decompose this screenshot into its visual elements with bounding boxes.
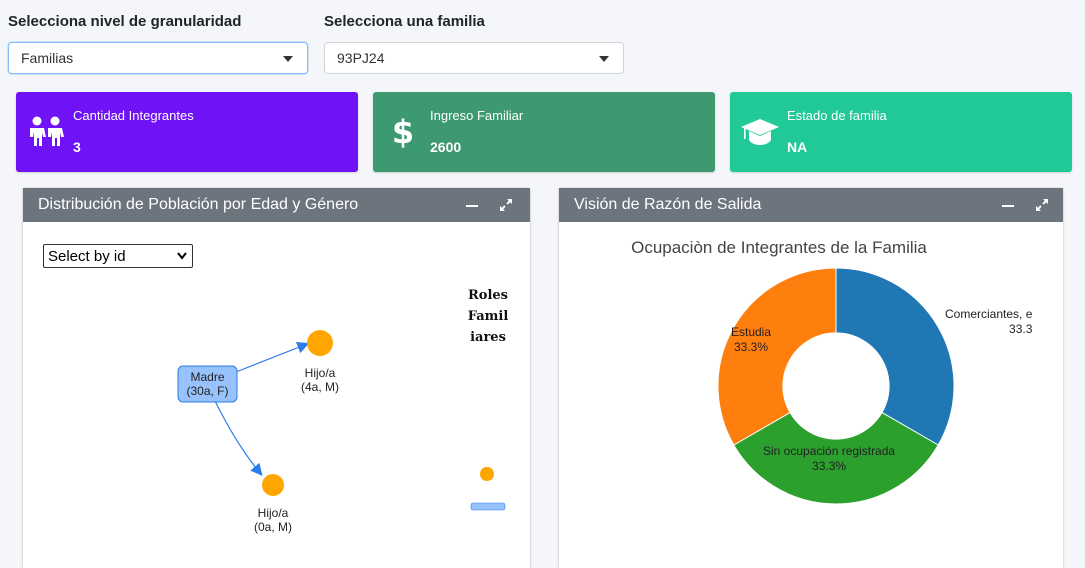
granularity-select-value: Familias — [21, 50, 74, 66]
node-label-line: (4a, M) — [300, 380, 339, 394]
donut-slice-1[interactable] — [733, 411, 939, 505]
info-box-status: Estado de familia NA — [730, 92, 1072, 172]
slice-label-name: Estudia — [731, 325, 772, 339]
pie-area: Ocupaciòn de Integrantes de la Familia C… — [559, 222, 1063, 568]
minimize-icon[interactable] — [1000, 197, 1016, 213]
granularity-label: Selecciona nivel de granularidad — [8, 13, 242, 30]
family-label: Selecciona una familia — [324, 13, 485, 30]
chevron-down-icon — [599, 56, 609, 62]
slice-label-estudia: Estudia 33.3% — [731, 325, 771, 355]
info-box-title: Ingreso Familiar — [430, 108, 524, 123]
info-box-value: 3 — [73, 139, 81, 155]
info-box-members: Cantidad Integrantes 3 — [16, 92, 358, 172]
edge-madre-hijo1 — [235, 341, 310, 373]
slice-label-comerciantes: Comerciantes, e 33.3 — [945, 307, 1032, 337]
network-area: Select by id Madre (30a, F) Hijo/a — [23, 222, 530, 568]
slice-label-sin-ocupacion: Sin ocupación registrada 33.3% — [763, 444, 895, 474]
people-icon — [24, 110, 68, 154]
donut-chart — [717, 267, 955, 505]
graduation-cap-icon — [738, 110, 782, 154]
legend-title-line: Famil — [467, 309, 509, 324]
edge-madre-hijo2 — [214, 400, 263, 476]
slice-label-name: Sin ocupación registrada — [763, 444, 896, 458]
expand-icon[interactable] — [498, 197, 514, 213]
info-box-title: Cantidad Integrantes — [73, 108, 194, 123]
node-label-line: Hijo/a — [304, 366, 336, 380]
info-box-value: 2600 — [430, 139, 462, 155]
family-select[interactable]: 93PJ24 — [324, 42, 624, 74]
chevron-down-icon — [177, 252, 187, 260]
node-hijo-1[interactable] — [307, 330, 333, 356]
chevron-down-icon — [283, 56, 293, 62]
donut-slice-0[interactable] — [835, 267, 955, 446]
node-madre[interactable] — [177, 365, 238, 403]
legend-box — [470, 502, 506, 511]
node-label-line: Madre — [190, 370, 225, 384]
family-select-value: 93PJ24 — [337, 50, 385, 66]
legend-title-line: iares — [470, 330, 506, 345]
card-title: Distribución de Población por Edad y Gén… — [38, 196, 359, 213]
select-by-id-value: Select by id — [48, 247, 126, 265]
node-hijo-2[interactable] — [262, 474, 284, 496]
node-label-line: (30a, F) — [186, 384, 229, 398]
node-label-line: (0a, M) — [253, 520, 292, 534]
legend-dot — [480, 467, 494, 481]
info-box-value: NA — [787, 139, 808, 155]
card-header: Distribución de Población por Edad y Gén… — [23, 188, 530, 222]
expand-icon[interactable] — [1034, 197, 1050, 213]
slice-label-pct: 33.3% — [734, 340, 769, 354]
select-by-id[interactable]: Select by id — [43, 244, 193, 268]
card-title: Visión de Razón de Salida — [574, 196, 762, 213]
node-hijo-2-label: Hijo/a (0a, M) — [238, 506, 308, 534]
info-box-title: Estado de familia — [787, 108, 887, 123]
slice-label-name: Comerciantes, e — [945, 307, 1033, 321]
minimize-icon[interactable] — [464, 197, 480, 213]
node-madre-label: Madre (30a, F) — [178, 370, 237, 398]
exit-reason-card: Visión de Razón de Salida Ocupaciòn de I… — [559, 188, 1063, 568]
granularity-select[interactable]: Familias — [8, 42, 308, 74]
card-header: Visión de Razón de Salida — [559, 188, 1063, 222]
slice-label-pct: 33.3% — [812, 459, 847, 473]
info-box-income: $ Ingreso Familiar 2600 — [373, 92, 715, 172]
chart-title: Ocupaciòn de Integrantes de la Familia — [631, 238, 927, 257]
population-card: Distribución de Población por Edad y Gén… — [23, 188, 530, 568]
slice-label-pct: 33.3 — [1009, 322, 1033, 336]
node-hijo-1-label: Hijo/a (4a, M) — [285, 366, 355, 394]
legend-title: Roles Famil iares — [458, 285, 518, 348]
node-label-line: Hijo/a — [257, 506, 289, 520]
network-graph — [177, 330, 506, 511]
donut-slice-2[interactable] — [717, 267, 837, 446]
legend-title-line: Roles — [467, 288, 508, 303]
dollar-icon: $ — [391, 113, 415, 151]
